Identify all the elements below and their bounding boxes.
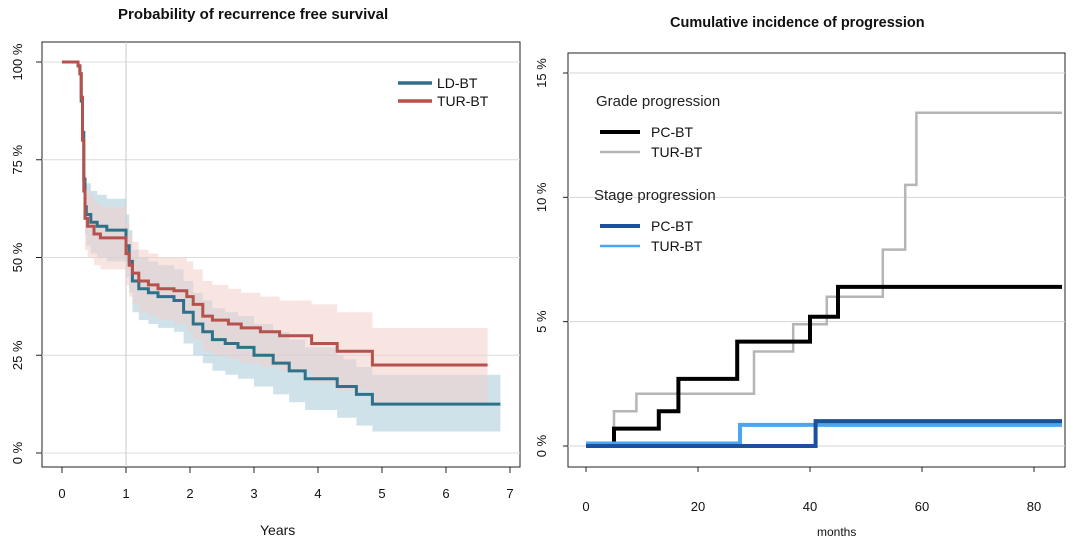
legend-group-title: Stage progression [594,187,716,204]
x-tick-label: 2 [186,486,193,501]
x-tick-label: 1 [122,486,129,501]
x-tick-label: 7 [506,486,513,501]
x-tick-label: 80 [1027,499,1041,514]
x-tick-label: 6 [442,486,449,501]
legend-label: TUR-BT [651,238,703,254]
incidence-chart: 0 % 5 % 10 % 15 % 0 20 40 60 80 Grade progression… [534,52,1066,514]
confidence-band-tur-bt [62,62,488,403]
incidence-line-grade-pc-bt [586,284,1062,448]
legend: Grade progression PC-BT TUR-BT Stage progre… [594,93,720,254]
x-tick-label: 0 [582,499,589,514]
y-tick-label: 5 % [534,310,549,333]
incidence-line-stage-tur-bt [586,422,1062,446]
y-tick-label: 15 % [534,58,549,88]
x-tick-label: 5 [378,486,385,501]
x-tick-label: 20 [691,499,705,514]
y-tick-label: 0 % [10,441,25,464]
legend-label: PC-BT [651,124,693,140]
legend-label: LD-BT [437,75,478,91]
survival-line-tur-bt [62,60,488,367]
y-tick-label: 50 % [10,242,25,272]
x-tick-label: 60 [915,499,929,514]
survival-chart: 0 1 2 3 4 5 6 7 0 % 25 % 50 % 75 % 100 % LD-BT TUR-BT [10,41,521,501]
y-tick-label: 25 % [10,340,25,370]
y-tick-label: 10 % [534,182,549,212]
legend-label: TUR-BT [437,93,489,109]
x-tick-label: 4 [314,486,321,501]
y-tick-label: 0 % [534,434,549,457]
y-tick-label: 100 % [10,43,25,80]
incidence-line-stage-pc-bt [586,419,1062,448]
legend-group-title: Grade progression [596,93,720,110]
x-tick-label: 0 [58,486,65,501]
legend-label: TUR-BT [651,144,703,160]
incidence-line-grade-tur-bt [586,111,1062,448]
right-x-axis-label: months [817,525,857,539]
legend-label: PC-BT [651,218,693,234]
left-chart-title: Probability of recurrence free survival [118,6,389,23]
x-tick-label: 40 [803,499,817,514]
right-chart-panel: 0 % 5 % 10 % 15 % 0 20 40 60 80 Grade progression… [530,0,1080,546]
left-x-axis-label: Years [260,522,296,538]
plot-frame [567,52,1066,468]
legend: LD-BT TUR-BT [398,75,489,109]
y-tick-label: 75 % [10,144,25,174]
x-tick-label: 3 [250,486,257,501]
right-chart-title: Cumulative incidence of progression [670,15,925,31]
